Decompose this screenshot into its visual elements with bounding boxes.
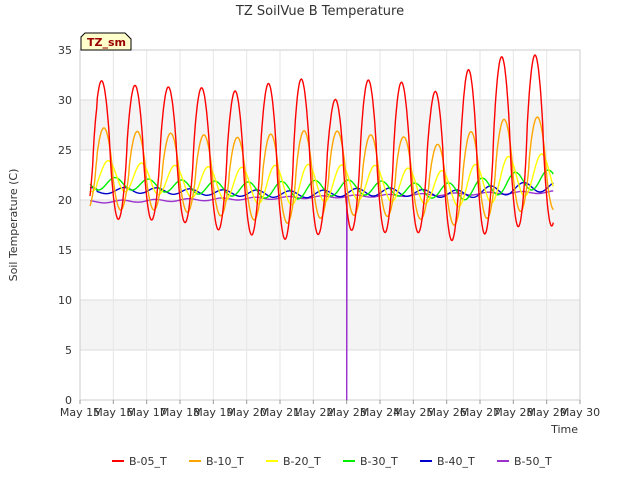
y-tick-label: 10 <box>58 294 72 307</box>
x-tick-label: May 27 <box>460 406 500 419</box>
x-tick-label: May 16 <box>93 406 133 419</box>
chart-title: TZ SoilVue B Temperature <box>235 4 404 19</box>
legend-item: B-05_T <box>112 455 167 468</box>
x-tick-label: May 22 <box>293 406 333 419</box>
x-tick-label: May 20 <box>227 406 267 419</box>
legend: B-05_T B-10_T B-20_T B-30_T B-40_T B-50_T <box>112 455 552 468</box>
grid-bands <box>80 100 580 350</box>
x-tick-label: May 19 <box>193 406 233 419</box>
legend-label: B-30_T <box>360 455 398 468</box>
series-b-20-t <box>89 153 554 208</box>
x-tick-label: May 24 <box>360 406 400 419</box>
legend-item: B-30_T <box>343 455 398 468</box>
x-tick-label: May 28 <box>493 406 533 419</box>
grid-band <box>80 200 580 250</box>
series-b-05-t <box>89 54 554 242</box>
series-b-30-t <box>89 169 554 201</box>
y-tick-label: 25 <box>58 144 72 157</box>
legend-label: B-05_T <box>129 455 167 468</box>
series-b-50-t <box>90 190 554 401</box>
y-axis-label: Soil Temperature (C) <box>7 169 20 282</box>
y-axis-ticks: 0 5 10 15 20 25 30 35 <box>58 44 72 407</box>
x-tick-label: May 15 <box>60 406 100 419</box>
x-tick-label: May 25 <box>393 406 433 419</box>
y-tick-label: 35 <box>58 44 72 57</box>
y-tick-label: 0 <box>65 394 72 407</box>
plot-frame <box>79 49 581 401</box>
x-tick-label: May 18 <box>160 406 200 419</box>
series-lines <box>89 54 554 401</box>
y-tick-label: 20 <box>58 194 72 207</box>
grid-band <box>80 300 580 350</box>
x-tick-label: May 29 <box>527 406 567 419</box>
x-axis-label: Time <box>550 423 578 436</box>
y-tick-label: 30 <box>58 94 72 107</box>
x-tick-label: May 26 <box>427 406 467 419</box>
x-tick-label: May 21 <box>260 406 300 419</box>
station-tag-box <box>80 32 132 51</box>
x-tick-label: May 23 <box>327 406 367 419</box>
station-tag-label: TZ_sm <box>87 36 126 49</box>
legend-item: B-20_T <box>266 455 321 468</box>
legend-label: B-40_T <box>437 455 475 468</box>
y-tick-label: 5 <box>65 344 72 357</box>
legend-item: B-10_T <box>189 455 244 468</box>
station-tag: TZ_sm <box>80 32 132 51</box>
legend-label: B-20_T <box>283 455 321 468</box>
y-tick-label: 15 <box>58 244 72 257</box>
x-tick-label: May 30 <box>560 406 600 419</box>
legend-item: B-40_T <box>420 455 475 468</box>
x-tick-label: May 17 <box>127 406 167 419</box>
legend-label: B-10_T <box>206 455 244 468</box>
legend-label: B-50_T <box>514 455 552 468</box>
legend-item: B-50_T <box>497 455 552 468</box>
